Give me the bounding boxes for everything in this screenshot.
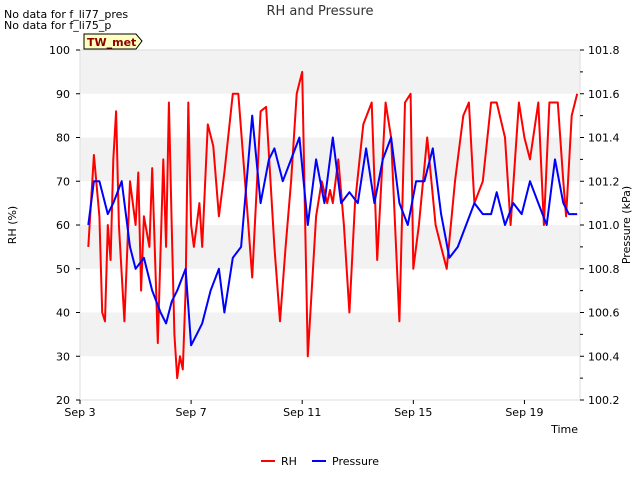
- y2-tick-label: 100.8: [588, 263, 620, 276]
- y-tick-label: 90: [56, 88, 70, 101]
- y-tick-label: 30: [56, 350, 70, 363]
- y-tick-label: 60: [56, 219, 70, 232]
- background-bands: [80, 50, 580, 357]
- y2-tick-label: 100.4: [588, 350, 620, 363]
- no-data-note-1: No data for f_li77_pres: [4, 8, 128, 21]
- y2-tick-label: 101.2: [588, 175, 620, 188]
- no-data-note-2: No data for f_li75_p: [4, 19, 111, 32]
- y-tick-label: 40: [56, 307, 70, 320]
- site-badge-label: TW_met: [87, 36, 136, 49]
- y2-tick-label: 101.6: [588, 88, 620, 101]
- site-badge: [83, 33, 143, 50]
- y2-tick-label: 101.0: [588, 219, 620, 232]
- y-tick-label: 80: [56, 132, 70, 145]
- y-tick-label: 50: [56, 263, 70, 276]
- grid-band: [80, 50, 580, 94]
- y2-tick-label: 100.2: [588, 394, 620, 407]
- legend-pressure-label: Pressure: [332, 455, 379, 468]
- x-tick-label: Sep 3: [64, 406, 95, 419]
- legend-rh-label: RH: [281, 455, 297, 468]
- right-axis-ticks: 100.2 100.4 100.6 100.8 101.0 101.2 101.4 101.6…: [580, 44, 620, 407]
- y-tick-label: 100: [49, 44, 70, 57]
- x-tick-label: Sep 15: [394, 406, 432, 419]
- y-axis-title: RH (%): [6, 206, 19, 244]
- x-tick-label: Sep 19: [505, 406, 543, 419]
- x-axis-ticks: Sep 3 Sep 7 Sep 11 Sep 15 Sep 19: [64, 400, 544, 419]
- series-line-rh: [87, 70, 579, 380]
- series-layer: [87, 70, 579, 380]
- y2-tick-label: 101.8: [588, 44, 620, 57]
- grid-band: [80, 312, 580, 357]
- y2-tick-label: 101.4: [588, 132, 620, 145]
- y-tick-label: 70: [56, 175, 70, 188]
- grid-band: [80, 225, 580, 269]
- x-axis-title: Time: [550, 423, 578, 436]
- y2-axis-title: Pressure (kPa): [620, 186, 633, 264]
- x-tick-label: Sep 7: [175, 406, 206, 419]
- legend: RH Pressure: [261, 455, 379, 468]
- left-axis-ticks: 20 30 40 50 60 70 80 90 100: [49, 44, 80, 407]
- y-tick-label: 20: [56, 394, 70, 407]
- x-tick-label: Sep 11: [283, 406, 321, 419]
- chart-title: RH and Pressure: [266, 4, 373, 19]
- y2-tick-label: 100.6: [588, 307, 620, 320]
- series-line-pressure: [87, 114, 578, 347]
